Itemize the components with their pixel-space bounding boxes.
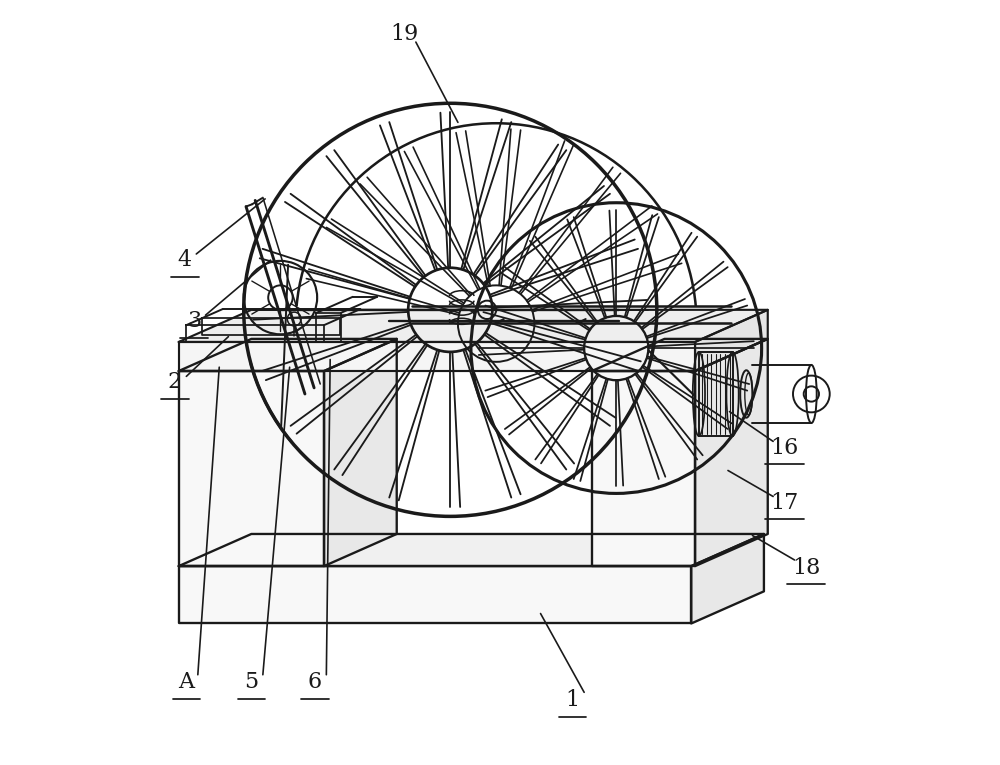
Text: 4: 4 <box>178 249 192 271</box>
Polygon shape <box>179 310 768 342</box>
Polygon shape <box>695 310 768 371</box>
Polygon shape <box>695 339 768 566</box>
Polygon shape <box>179 342 695 371</box>
Text: 5: 5 <box>244 672 258 693</box>
Text: 1: 1 <box>566 689 580 711</box>
Text: 19: 19 <box>390 24 419 45</box>
Polygon shape <box>324 339 397 566</box>
Polygon shape <box>179 534 764 566</box>
Text: 18: 18 <box>792 557 820 578</box>
Text: 3: 3 <box>187 311 201 332</box>
Polygon shape <box>592 371 695 566</box>
Polygon shape <box>179 566 691 623</box>
Text: 16: 16 <box>770 437 799 458</box>
Polygon shape <box>592 339 768 371</box>
Text: 2: 2 <box>168 372 182 393</box>
Polygon shape <box>179 371 324 566</box>
Text: 6: 6 <box>308 672 322 693</box>
Polygon shape <box>179 339 397 371</box>
Text: A: A <box>178 672 194 693</box>
Text: 17: 17 <box>770 492 799 513</box>
Polygon shape <box>691 534 764 623</box>
